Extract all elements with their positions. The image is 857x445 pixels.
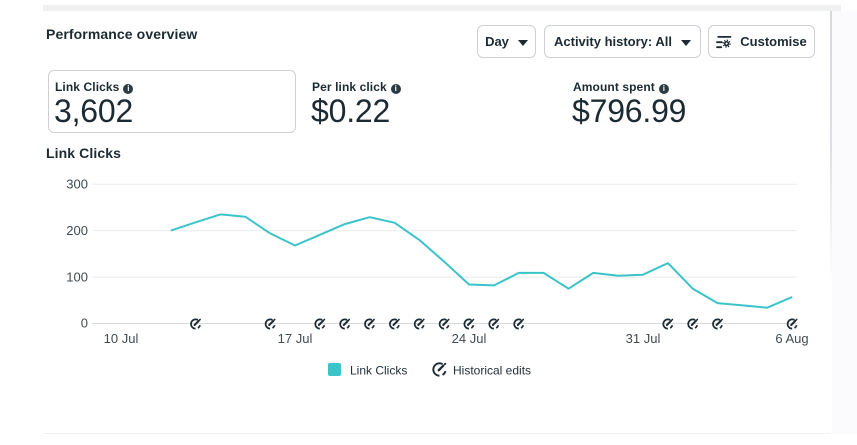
svg-text:0: 0 bbox=[81, 316, 88, 331]
svg-text:17 Jul: 17 Jul bbox=[278, 331, 313, 346]
svg-text:31 Jul: 31 Jul bbox=[626, 331, 661, 346]
svg-text:6 Aug: 6 Aug bbox=[775, 331, 808, 346]
svg-text:10 Jul: 10 Jul bbox=[104, 331, 139, 346]
svg-text:200: 200 bbox=[66, 223, 88, 238]
svg-text:Link Clicks: Link Clicks bbox=[350, 364, 407, 378]
svg-text:Historical edits: Historical edits bbox=[453, 364, 531, 378]
svg-text:300: 300 bbox=[66, 176, 88, 191]
svg-text:100: 100 bbox=[66, 269, 88, 284]
svg-text:24 Jul: 24 Jul bbox=[452, 331, 487, 346]
